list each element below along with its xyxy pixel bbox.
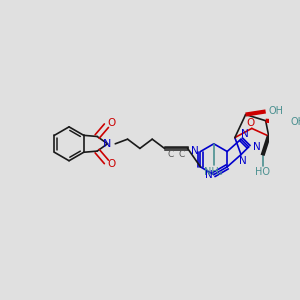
Text: N: N: [239, 156, 247, 166]
Text: HO: HO: [255, 167, 270, 177]
Text: O: O: [108, 159, 116, 169]
Text: O: O: [108, 118, 116, 128]
Text: C: C: [168, 150, 174, 159]
Text: NH₂: NH₂: [205, 167, 223, 176]
Text: N: N: [253, 142, 260, 152]
Text: N: N: [191, 146, 199, 157]
Text: OH: OH: [269, 106, 284, 116]
Text: O: O: [246, 118, 254, 128]
Text: C: C: [178, 150, 184, 159]
Text: N: N: [241, 129, 249, 139]
Text: N: N: [103, 139, 112, 149]
Text: N: N: [205, 169, 212, 180]
Text: OH: OH: [290, 117, 300, 127]
